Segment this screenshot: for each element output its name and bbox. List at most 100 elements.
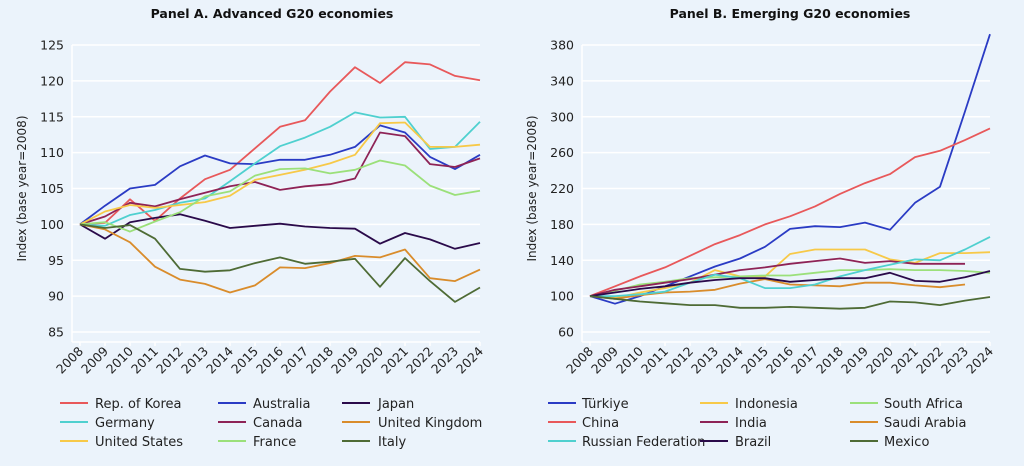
legend-label: China [582, 416, 619, 431]
legend-label: India [735, 416, 767, 431]
legend-item: China [548, 416, 619, 431]
x-tick-label: 2014 [203, 343, 236, 376]
legend-label: Rep. of Korea [95, 397, 181, 412]
series-line-south-africa [589, 268, 991, 297]
series-line-brazil [589, 270, 991, 297]
y-tick-label: 380 [550, 38, 574, 53]
legend-label: Indonesia [735, 397, 798, 412]
legend-label: United Kingdom [378, 416, 482, 431]
legend-label: Saudi Arabia [884, 416, 967, 431]
legend-item: France [218, 435, 296, 450]
y-tick-label: 115 [40, 109, 64, 124]
y-tick-label: 340 [550, 73, 574, 88]
x-tick-label: 2020 [353, 343, 386, 376]
legend-item: Saudi Arabia [850, 416, 967, 431]
legend-label: Canada [253, 416, 302, 431]
series-line-italy [79, 223, 481, 303]
x-tick-label: 2024 [453, 343, 486, 376]
series-line-china [589, 127, 991, 297]
legend-item: Italy [342, 435, 407, 450]
x-tick-label: 2021 [888, 344, 921, 377]
x-tick-label: 2023 [428, 344, 461, 377]
legend-item: Rep. of Korea [60, 397, 181, 412]
y-tick-label: 125 [40, 38, 64, 53]
x-tick-label: 2022 [913, 344, 946, 377]
legend-item: Japan [342, 397, 414, 412]
legend-label: Germany [95, 416, 155, 431]
y-tick-label: 110 [40, 145, 64, 160]
legend-item: South Africa [850, 397, 963, 412]
y-tick-label: 100 [40, 217, 64, 232]
legend-item: United Kingdom [342, 416, 482, 431]
x-tick-label: 2008 [563, 343, 596, 376]
series-line-united-states [79, 121, 481, 226]
legend-label: Japan [377, 397, 414, 412]
legend-label: France [253, 435, 296, 450]
x-tick-label: 2014 [713, 343, 746, 376]
series-line-mexico [589, 295, 991, 310]
x-tick-label: 2010 [613, 343, 646, 376]
x-tick-label: 2020 [863, 343, 896, 376]
x-tick-label: 2016 [763, 343, 796, 376]
x-tick-label: 2023 [938, 344, 971, 377]
x-tick-label: 2019 [328, 343, 361, 376]
legend-label: Brazil [735, 435, 771, 450]
legend-label: Mexico [884, 435, 929, 450]
legend-item: Germany [60, 416, 155, 431]
legend-label: Russian Federation [582, 435, 705, 450]
x-tick-label: 2010 [103, 343, 136, 376]
legend-item: Türkiye [548, 397, 629, 412]
series-line-france [79, 159, 481, 233]
y-tick-label: 105 [40, 181, 64, 196]
x-tick-label: 2017 [278, 344, 311, 377]
y-tick-label: 260 [550, 145, 574, 160]
legend-item: Indonesia [700, 397, 798, 412]
x-tick-label: 2016 [253, 343, 286, 376]
x-tick-label: 2018 [303, 343, 336, 376]
series-line-australia [79, 124, 481, 226]
y-tick-label: 120 [40, 73, 64, 88]
x-tick-label: 2015 [228, 344, 261, 377]
x-tick-label: 2011 [638, 344, 671, 377]
legend-label: Italy [378, 435, 407, 450]
y-tick-label: 85 [48, 325, 64, 340]
x-tick-label: 2015 [738, 344, 771, 377]
legend-label: Australia [253, 397, 311, 412]
y-tick-label: 90 [48, 289, 64, 304]
series-line-russian-federation [590, 236, 991, 297]
x-tick-label: 2008 [53, 343, 86, 376]
x-tick-label: 2021 [378, 344, 411, 377]
x-tick-label: 2012 [153, 344, 186, 377]
legend-item: Mexico [850, 435, 929, 450]
x-tick-label: 2013 [178, 344, 211, 377]
y-tick-label: 95 [48, 253, 64, 268]
x-tick-label: 2019 [838, 343, 871, 376]
y-tick-label: 180 [550, 217, 574, 232]
legend-item: India [700, 416, 767, 431]
chart-title: Panel B. Emerging G20 economies [670, 6, 911, 21]
y-tick-label: 100 [550, 289, 574, 304]
series-line-japan [79, 213, 481, 250]
x-tick-label: 2009 [78, 343, 111, 376]
x-tick-label: 2022 [403, 344, 436, 377]
y-tick-label: 140 [550, 253, 574, 268]
chart-title: Panel A. Advanced G20 economies [151, 6, 394, 21]
legend-item: Australia [218, 397, 311, 412]
legend-label: United States [95, 435, 183, 450]
series-line-united-kingdom [79, 223, 481, 294]
x-tick-label: 2024 [963, 343, 996, 376]
series-line-rep-of-korea [79, 61, 481, 226]
panel-b: Panel B. Emerging G20 economies 60 100 140 1… [525, 6, 996, 450]
legend-label: South Africa [884, 397, 963, 412]
y-tick-label: 220 [550, 181, 574, 196]
y-tick-label: 60 [558, 325, 574, 340]
legend-item: United States [60, 435, 183, 450]
series-line-germany [79, 111, 481, 227]
x-tick-label: 2012 [663, 344, 696, 377]
x-tick-label: 2018 [813, 343, 846, 376]
legend-item: Brazil [700, 435, 771, 450]
series-line-canada [79, 131, 481, 226]
x-tick-label: 2017 [788, 344, 821, 377]
panel-a: Panel A. Advanced G20 economies 85 90 95 100… [15, 6, 486, 450]
